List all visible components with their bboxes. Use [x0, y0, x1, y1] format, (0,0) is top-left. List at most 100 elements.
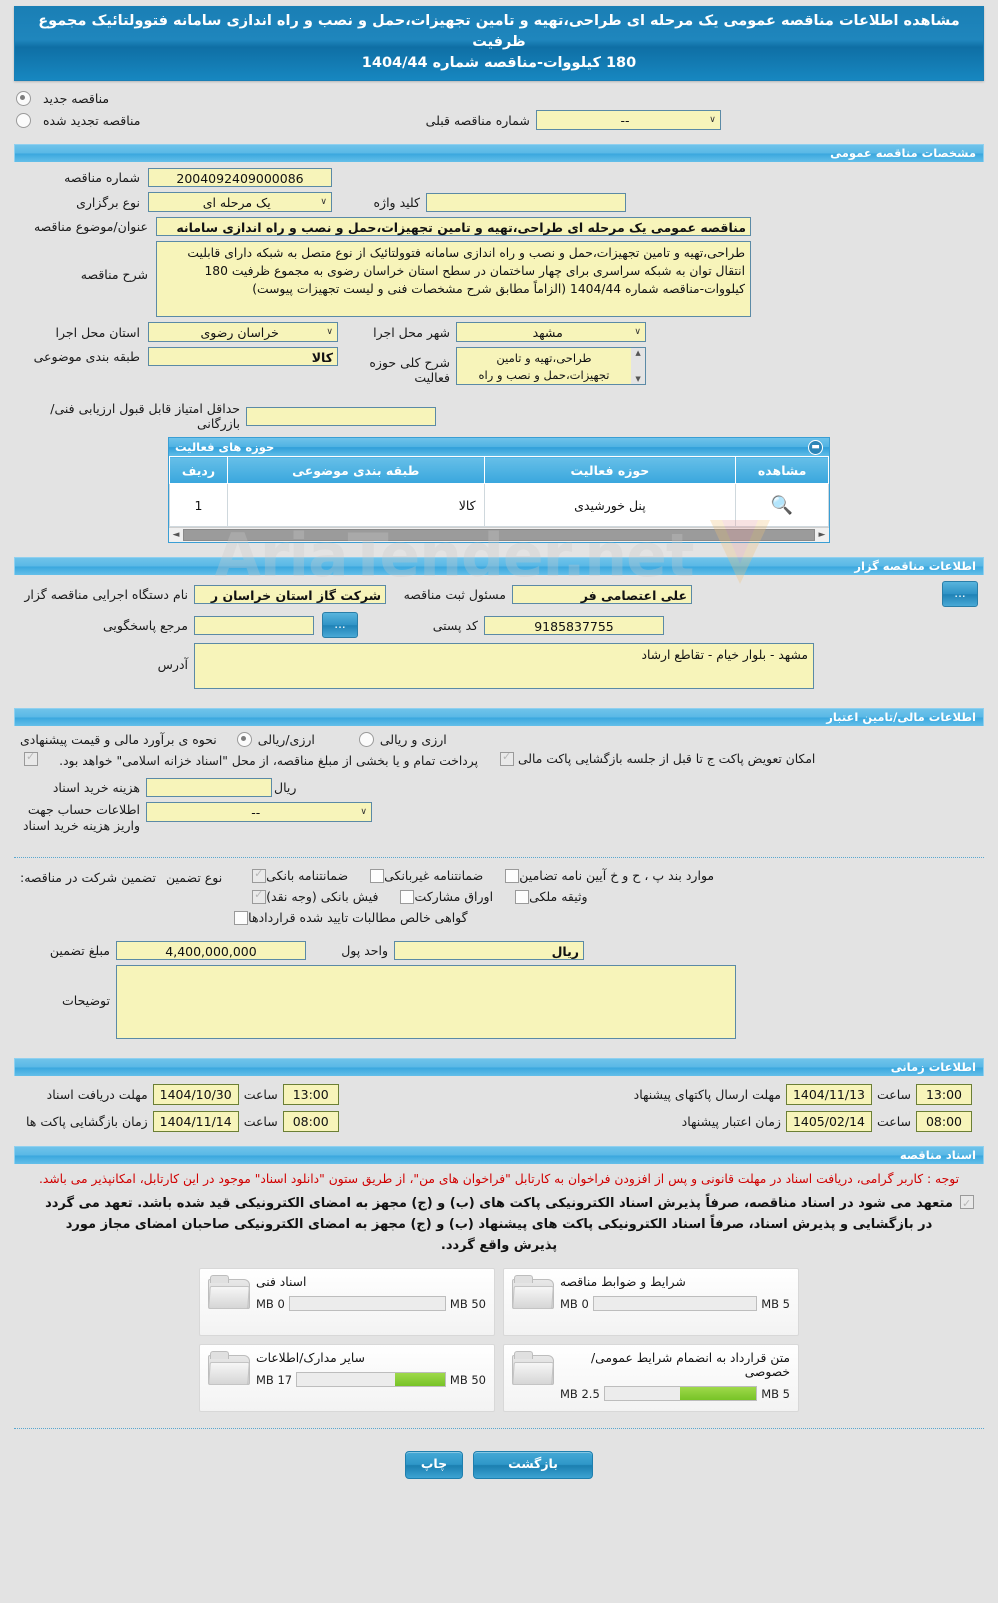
tender-type-new-row: مناقصه جدید: [0, 89, 998, 108]
postal-code-value[interactable]: 9185837755: [484, 615, 664, 635]
print-button[interactable]: چاپ: [405, 1451, 463, 1479]
back-button[interactable]: بازگشت: [473, 1451, 593, 1479]
keyword-input[interactable]: [426, 192, 626, 212]
cell-view[interactable]: 🔍: [735, 483, 829, 527]
activity-areas-box: ▬ حوزه های فعالیت مشاهده حوزه فعالیت طبق…: [168, 437, 830, 543]
magnifier-icon[interactable]: 🔍: [770, 494, 794, 516]
doc-receive-time[interactable]: 13:00: [282, 1084, 339, 1105]
holding-type-select[interactable]: ∨ یک مرحله ای: [148, 192, 332, 212]
file-cards-grid: شرایط و ضوابط مناقصه 5 MB 0 MB اسناد فنی: [199, 1268, 799, 1412]
time-header: اطلاعات زمانی: [14, 1058, 984, 1076]
chevron-down-icon: ∨: [326, 327, 333, 337]
file-card-contract[interactable]: متن قرارداد به انضمام شرایط عمومی/خصوصی …: [503, 1344, 799, 1412]
tender-number-value[interactable]: 2004092409000086: [148, 168, 332, 187]
guarantee-option-3[interactable]: موارد بند پ ، ح و خ آیین نامه تضامین: [501, 868, 714, 883]
registrar-browse-button[interactable]: ...: [942, 581, 978, 607]
guarantee-option-4-label: فیش بانکی (وجه نقد): [266, 889, 379, 904]
category-value[interactable]: کالا: [148, 347, 338, 366]
chevron-down-icon: ∨: [360, 807, 367, 817]
activity-areas-title: حوزه های فعالیت: [175, 440, 275, 454]
estimate-label: نحوه ی برآورد مالی و قیمت پیشنهادی: [20, 732, 217, 747]
scroll-right-icon[interactable]: ►: [818, 530, 826, 540]
documents-red-notice: توجه : کاربر گرامی، دریافت اسناد در مهلت…: [38, 1172, 960, 1186]
answering-browse-button[interactable]: ...: [322, 612, 358, 638]
folder-icon: [512, 1275, 554, 1309]
offer-validity-hour-label: ساعت: [876, 1114, 911, 1129]
province-label: استان محل اجرا: [55, 324, 140, 340]
guarantee-option-5[interactable]: اوراق مشارکت: [396, 889, 493, 904]
checkbox-electronic-signature[interactable]: [960, 1193, 974, 1214]
file-card-other[interactable]: سایر مدارک/اطلاعات 50 MB 17 MB: [199, 1344, 495, 1412]
postal-code-label: کد پستی: [432, 617, 478, 633]
org-name-value[interactable]: شرکت گاز استان خراسان ر: [194, 584, 386, 604]
guarantee-option-7[interactable]: گواهی خالص مطالبات تایید شده قراردادها: [230, 910, 468, 925]
documents-bold-notice: متعهد می شود در اسناد مناقصه، صرفاً پذیر…: [45, 1196, 953, 1253]
page-title-line2: 180 کیلووات-مناقصه شماره 1404/44: [361, 55, 637, 71]
scroll-left-icon[interactable]: ◄: [172, 530, 180, 540]
currency-unit-value[interactable]: ریال: [394, 941, 584, 960]
offer-validity-date[interactable]: 1405/02/14: [785, 1111, 872, 1132]
checkbox-treasury[interactable]: [24, 750, 38, 766]
checkbox-swap-envelope[interactable]: [500, 750, 514, 766]
account-label: اطلاعات حساب جهت واریز هزینه خرید اسناد: [22, 802, 140, 833]
registrar-value[interactable]: علی اعتصامی فر: [512, 584, 692, 604]
collapse-icon[interactable]: ▬: [808, 439, 823, 455]
guarantee-types-row: موارد بند پ ، ح و خ آیین نامه تضامین ضما…: [20, 867, 978, 926]
send-offer-date[interactable]: 1404/11/13: [785, 1084, 872, 1105]
checkbox-guarantee-1[interactable]: [252, 867, 267, 883]
description-textarea[interactable]: طراحی،تهیه و تامین تجهیزات،حمل و نصب و ر…: [156, 241, 751, 317]
file-card-terms[interactable]: شرایط و ضوابط مناقصه 5 MB 0 MB: [503, 1268, 799, 1336]
file-card-terms-body: شرایط و ضوابط مناقصه 5 MB 0 MB: [560, 1275, 790, 1311]
radio-currency-rial[interactable]: [236, 732, 252, 747]
doc-cost-input[interactable]: [146, 778, 272, 797]
file-card-technical[interactable]: اسناد فنی 50 MB 0 MB: [199, 1268, 495, 1336]
scroll-thumb[interactable]: [183, 529, 815, 541]
checkbox-guarantee-4[interactable]: [252, 888, 267, 904]
envelope-open-date[interactable]: 1404/11/14: [152, 1111, 239, 1132]
chevron-down-icon: ∨: [320, 197, 327, 207]
radio-tender-new[interactable]: [16, 91, 31, 106]
min-score-input[interactable]: [246, 406, 436, 426]
guarantee-body: موارد بند پ ، ح و خ آیین نامه تضامین ضما…: [14, 867, 984, 1052]
envelope-open-time[interactable]: 08:00: [282, 1111, 339, 1132]
guarantee-option-4[interactable]: فیش بانکی (وجه نقد): [248, 888, 379, 904]
guarantee-option-1[interactable]: ضمانتنامه بانکی: [248, 867, 348, 883]
financial-header: اطلاعات مالی/تامین اعتبار: [14, 708, 984, 726]
doc-receive-row: 13:00 ساعت 1404/10/30 مهلت دریافت اسناد: [26, 1084, 339, 1105]
send-offer-row: 13:00 ساعت 1404/11/13 مهلت ارسال پاکتهای…: [634, 1084, 972, 1105]
previous-tender-number-select[interactable]: ∨ --: [535, 110, 721, 130]
radio-currency-and-rial[interactable]: [358, 732, 374, 747]
activity-desc-scrollbar[interactable]: ▲ ▼: [631, 347, 646, 385]
checkbox-guarantee-7[interactable]: [234, 910, 249, 925]
answering-value[interactable]: [194, 615, 314, 635]
file-card-other-max: 50 MB: [449, 1372, 486, 1387]
address-textarea[interactable]: مشهد - بلوار خیام - تقاطع ارشاد: [194, 643, 814, 689]
guarantee-option-2[interactable]: ضمانتنامه غیربانکی: [366, 868, 483, 883]
tender-type-renewed-row: ∨ -- شماره مناقصه قبلی مناقصه تجدید شده: [0, 108, 998, 132]
previous-tender-number-label: شماره مناقصه قبلی: [425, 112, 530, 128]
activity-desc-value[interactable]: طراحی،تهیه و تامین تجهیزات،حمل و نصب و ر…: [456, 347, 631, 385]
checkbox-guarantee-6[interactable]: [515, 889, 530, 904]
radio-tender-renewed[interactable]: [16, 112, 31, 128]
doc-receive-date[interactable]: 1404/10/30: [152, 1084, 239, 1105]
checkbox-guarantee-2[interactable]: [370, 868, 385, 883]
activity-table-hscrollbar[interactable]: ► ◄: [169, 527, 829, 542]
guarantee-option-6[interactable]: وثیقه ملکی: [511, 889, 588, 904]
send-offer-label: مهلت ارسال پاکتهای پیشنهاد: [633, 1087, 781, 1102]
guarantee-options-line2: وثیقه ملکی اوراق مشارکت فیش بانکی (وجه ن…: [230, 888, 588, 904]
send-offer-time[interactable]: 13:00: [916, 1084, 972, 1105]
checkbox-guarantee-3[interactable]: [505, 868, 520, 883]
file-card-technical-title: اسناد فنی: [256, 1275, 307, 1289]
city-select[interactable]: ∨ مشهد: [456, 322, 646, 342]
description-row: طراحی،تهیه و تامین تجهیزات،حمل و نصب و ر…: [20, 241, 978, 317]
checkbox-guarantee-5[interactable]: [400, 889, 415, 904]
subject-input[interactable]: مناقصه عمومی یک مرحله ای طراحی،تهیه و تا…: [156, 217, 751, 254]
time-grid: 13:00 ساعت 1404/11/13 مهلت ارسال پاکتهای…: [16, 1080, 982, 1136]
tender-number-label: شماره مناقصه: [64, 170, 140, 185]
address-label: آدرس: [157, 657, 188, 672]
province-select[interactable]: ∨ خراسان رضوی: [148, 322, 338, 342]
guarantee-amount-value[interactable]: 4,400,000,000: [116, 941, 306, 960]
offer-validity-time[interactable]: 08:00: [916, 1111, 972, 1132]
guarantee-notes-textarea[interactable]: [116, 965, 736, 1039]
account-select[interactable]: ∨ --: [146, 802, 372, 822]
